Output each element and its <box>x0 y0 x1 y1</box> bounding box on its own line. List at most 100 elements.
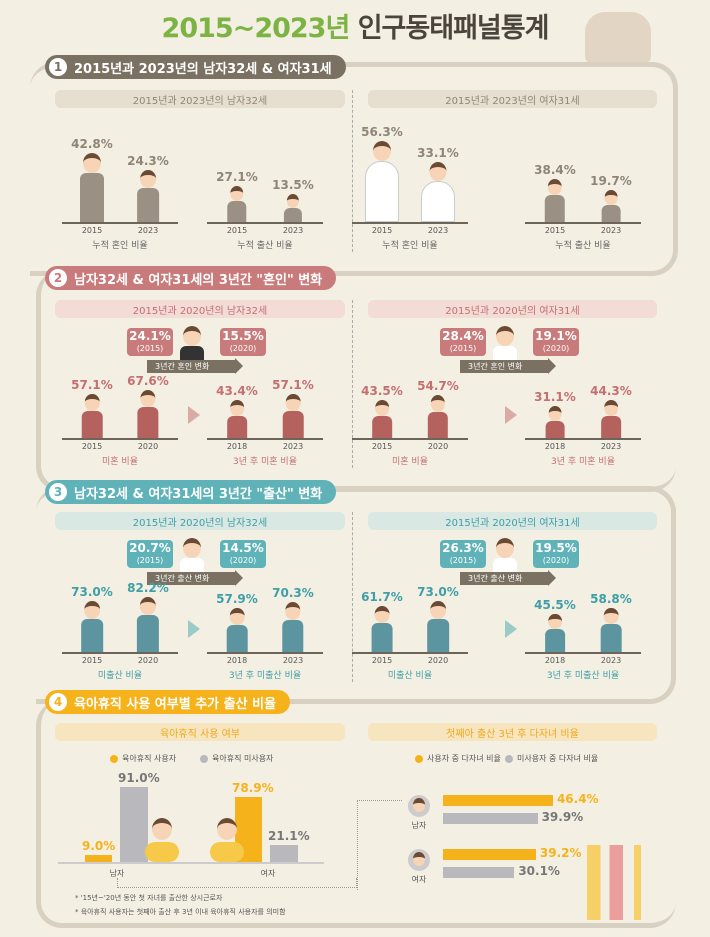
s3-left-change-arrow: 3년간 출산 변화 <box>147 570 243 586</box>
parent-holding-baby-icon <box>145 818 179 862</box>
chevron-right-icon <box>505 406 517 424</box>
head <box>430 395 446 412</box>
head <box>84 601 100 619</box>
callout-value: 28.4% <box>442 329 484 343</box>
head <box>413 798 425 812</box>
body <box>227 201 247 222</box>
body <box>145 842 179 862</box>
woman-icon <box>541 406 569 438</box>
section-4-frame <box>36 700 676 928</box>
baseline <box>525 222 641 224</box>
callout-value: 14.5% <box>222 541 264 555</box>
head <box>430 601 446 619</box>
callout-value: 20.7% <box>129 541 171 555</box>
value-label: 61.7% <box>361 590 403 605</box>
body <box>282 619 304 652</box>
chevron-right-icon <box>188 620 200 638</box>
legend-item: 육아휴직 사용자 <box>110 753 176 764</box>
s3-left-subheader: 2015년과 2020년의 남자32세 <box>55 512 345 530</box>
value-label: 57.1% <box>71 378 113 393</box>
s3-right-change-arrow: 3년간 출산 변화 <box>460 570 556 586</box>
body <box>371 623 393 652</box>
year-label: 2015 <box>226 226 248 235</box>
head <box>139 597 157 616</box>
head <box>413 852 425 866</box>
head <box>603 607 619 625</box>
value-label: 67.6% <box>127 373 169 388</box>
head <box>285 602 301 620</box>
baseline <box>525 652 641 654</box>
baseline <box>207 222 323 224</box>
body <box>137 187 159 222</box>
year-label: 2020 <box>427 656 449 665</box>
year-label: 2015 <box>81 226 103 235</box>
value-label: 43.4% <box>216 384 258 399</box>
hbar-user-label: 46.4% <box>556 792 599 806</box>
man-icon <box>223 400 251 438</box>
year-label: 2018 <box>544 656 566 665</box>
value-label: 43.5% <box>361 384 403 399</box>
callout-year: (2020) <box>229 556 257 565</box>
head <box>183 326 201 346</box>
s4-title: 육아휴직 사용 여부별 추가 출산 비율 <box>74 696 277 712</box>
mother-baby-icon <box>597 190 625 222</box>
legend-label: 사용자 중 다자녀 비율 <box>427 754 501 763</box>
year-label: 2023 <box>600 656 622 665</box>
hbar-nonuser-label: 30.1% <box>518 864 560 878</box>
group-caption: 누적 혼인 비율 <box>92 241 148 251</box>
value-label: 42.8% <box>71 137 113 152</box>
s1-number-badge: 1 <box>49 58 67 76</box>
group-caption: 누적 출산 비율 <box>555 241 611 251</box>
body <box>421 181 455 222</box>
s1-left-subheader: 2015년과 2023년의 남자32세 <box>55 90 345 108</box>
section-3-frame <box>36 486 676 704</box>
year-label: 2023 <box>427 226 449 235</box>
s2-right-change-arrow: 3년간 혼인 변화 <box>460 358 556 374</box>
value-label: 70.3% <box>272 586 314 601</box>
section-1-frame <box>30 62 678 276</box>
baseline <box>525 438 641 440</box>
head <box>548 613 562 630</box>
connector-line <box>117 878 357 888</box>
man-icon <box>279 394 307 438</box>
body <box>226 624 248 652</box>
footnote: * '15년~'20년 동안 첫 자녀를 출산한 상시근로자 <box>75 894 223 902</box>
s4-right-subheader: 첫째아 출산 3년 후 다자녀 비율 <box>368 723 657 741</box>
category-label: 남자 <box>109 869 125 878</box>
parent-holding-baby-icon <box>210 818 244 862</box>
woman-portrait-icon <box>493 326 517 360</box>
bar-nonuser <box>270 844 298 862</box>
body <box>80 173 104 222</box>
head <box>496 538 514 558</box>
body <box>282 410 304 438</box>
callout-value: 19.5% <box>535 541 577 555</box>
bar-user <box>85 854 112 862</box>
year-label: 2023 <box>137 226 159 235</box>
man-icon <box>223 607 251 652</box>
value-label: 82.2% <box>127 581 169 595</box>
baseline <box>62 222 178 224</box>
hbar-nonuser <box>443 867 515 878</box>
year-label: 2015 <box>81 442 103 451</box>
woman-avatar-icon <box>408 849 430 871</box>
s4-number-badge: 4 <box>49 693 67 711</box>
hbar-user <box>443 795 553 806</box>
groom-icon <box>78 153 106 222</box>
s2-right-callout-after: 19.1% (2020) <box>533 328 579 356</box>
man-icon <box>134 389 162 438</box>
father-baby-icon <box>223 185 251 222</box>
callout-value: 24.1% <box>129 329 171 343</box>
head <box>230 400 244 417</box>
s3-right-subheader: 2015년과 2020년의 여자31세 <box>368 512 657 530</box>
body <box>372 416 392 438</box>
group-caption: 3년 후 미출산 비율 <box>228 671 302 681</box>
value-label: 56.3% <box>361 125 403 140</box>
man-avatar-icon <box>408 795 430 817</box>
body <box>601 415 621 438</box>
page-title: 2015~2023년 인구동태패널통계 <box>0 6 710 45</box>
s3-right-callout-after: 19.5% (2020) <box>533 540 579 568</box>
mother-baby-icon <box>541 178 569 222</box>
value-label: 54.7% <box>417 379 459 394</box>
callout-year: (2015) <box>449 344 477 353</box>
value-label: 57.9% <box>216 591 258 606</box>
